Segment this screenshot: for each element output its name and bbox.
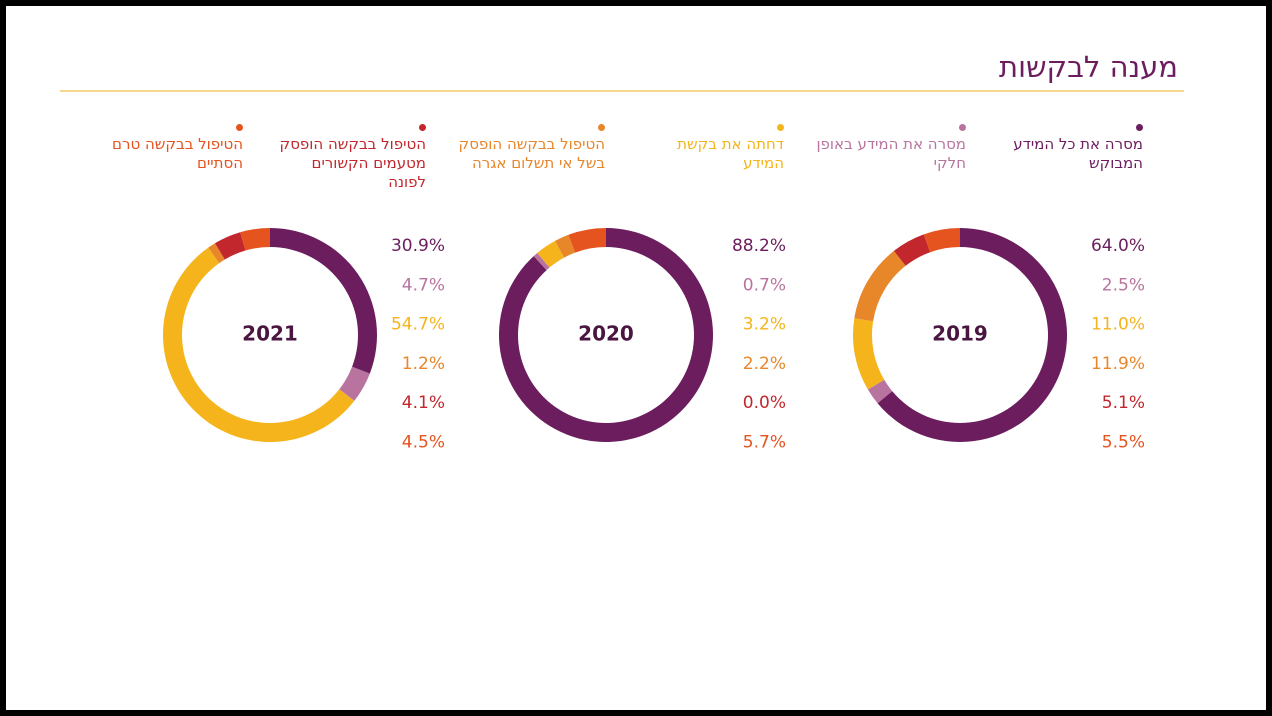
value-label: 5.5% — [1102, 433, 1145, 453]
value-label: 5.1% — [1102, 393, 1145, 413]
donut-slice — [270, 228, 378, 374]
legend-label: מסרה את כל המידע המבוקש — [1013, 135, 1143, 172]
legend-label: הטיפול בבקשה הופסק מטעמים הקשורים לפונה — [279, 135, 426, 191]
slide-title: מענה לבקשות — [999, 50, 1178, 84]
legend-item: דחתה את בקשת המידע — [634, 124, 784, 173]
value-label: 11.0% — [1091, 315, 1145, 335]
legend-dot — [598, 124, 605, 131]
legend-item: הטיפול בבקשה הופסק בשל אי תשלום אגרה — [455, 124, 605, 173]
donut-slice — [568, 228, 606, 253]
legend-dot — [1136, 124, 1143, 131]
value-label: 4.1% — [402, 393, 445, 413]
legend-item: מסרה את המידע באופן חלקי — [816, 124, 966, 173]
donut-year: 2020 — [578, 322, 634, 346]
value-label: 11.9% — [1091, 354, 1145, 374]
legend-item: הטיפול בבקשה הופסק מטעמים הקשורים לפונה — [276, 124, 426, 192]
value-label: 2.5% — [1102, 275, 1145, 295]
value-label: 2.2% — [743, 354, 786, 374]
value-label: 5.7% — [743, 433, 786, 453]
donut-slice — [208, 243, 225, 264]
legend-item: מסרה את כל המידע המבוקש — [993, 124, 1143, 173]
value-label: 88.2% — [732, 236, 786, 256]
legend-dot — [236, 124, 243, 131]
donut-slice — [339, 366, 370, 401]
value-label: 0.0% — [743, 393, 786, 413]
value-label: 4.5% — [402, 433, 445, 453]
donut-slice — [852, 318, 885, 390]
legend-label: הטיפול בבקשה טרם הסתיים — [112, 135, 243, 172]
donut-year: 2021 — [242, 322, 298, 346]
donut-slice — [867, 379, 893, 404]
legend-dot — [777, 124, 784, 131]
donut-slice — [215, 232, 246, 260]
donut-slice — [854, 250, 906, 322]
legend-dot — [419, 124, 426, 131]
legend-label: דחתה את בקשת המידע — [677, 135, 784, 172]
donut-slice — [240, 228, 270, 251]
value-label: 30.9% — [391, 236, 445, 256]
donut-slice — [537, 240, 565, 268]
legend-label: הטיפול בבקשה הופסק בשל אי תשלום אגרה — [458, 135, 605, 172]
value-label: 3.2% — [743, 315, 786, 335]
legend-label: מסרה את המידע באופן חלקי — [816, 135, 966, 172]
legend-item: הטיפול בבקשה טרם הסתיים — [93, 124, 243, 173]
value-label: 0.7% — [743, 275, 786, 295]
value-label: 1.2% — [402, 354, 445, 374]
title-rule — [60, 90, 1184, 92]
donut-slice — [877, 228, 1067, 443]
donut-slice — [893, 234, 931, 266]
value-label: 64.0% — [1091, 236, 1145, 256]
legend-dot — [959, 124, 966, 131]
donut-year: 2019 — [932, 322, 988, 346]
value-label: 4.7% — [402, 275, 445, 295]
donut-slice — [923, 228, 960, 253]
donut-slice — [555, 234, 576, 258]
charts: 64.0% 2.5% 11.0% 11.9% 5.1% 5.5% 2019 88.2% 0.7%… — [163, 228, 1145, 453]
value-label: 54.7% — [391, 315, 445, 335]
donut-slice — [533, 252, 550, 271]
